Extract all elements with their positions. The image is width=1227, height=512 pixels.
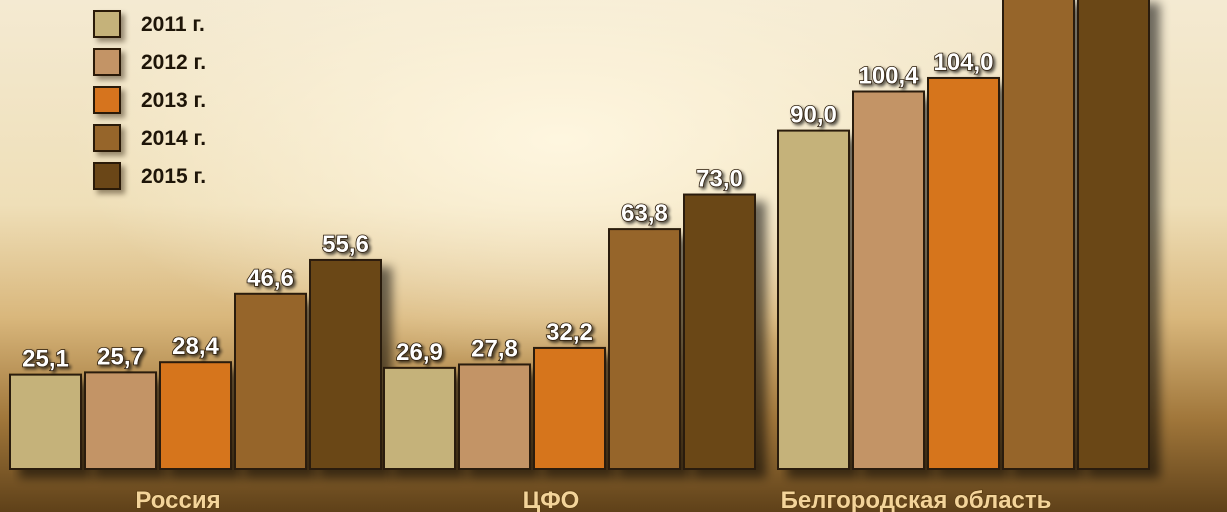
data-label: 25,7 [97, 343, 144, 370]
data-label: 27,8 [471, 335, 518, 362]
data-label: 63,8 [621, 200, 668, 227]
bar [777, 129, 850, 470]
bar [9, 373, 82, 470]
legend-swatch [93, 10, 121, 38]
bar [533, 346, 606, 471]
data-label: 46,6 [247, 265, 294, 292]
legend-swatch [93, 162, 121, 190]
bar-clipped [1002, 0, 1075, 470]
data-label: 73,0 [696, 166, 743, 193]
bar [84, 371, 157, 471]
category-label: ЦФО [523, 487, 580, 512]
bar [234, 292, 307, 470]
legend-label: 2015 г. [141, 165, 207, 188]
data-label: 55,6 [322, 231, 369, 258]
bar [852, 90, 925, 470]
data-label: 100,4 [858, 62, 919, 89]
legend-swatch [93, 124, 121, 152]
legend-label: 2013 г. [141, 89, 207, 112]
bar-clipped [1077, 0, 1150, 470]
bar [608, 228, 681, 470]
data-label: 26,9 [396, 339, 443, 366]
legend-label: 2011 г. [141, 13, 205, 36]
legend-swatch [93, 86, 121, 114]
legend-swatch [93, 48, 121, 76]
data-label: 104,0 [933, 49, 993, 76]
bar [683, 193, 756, 471]
bar [458, 363, 531, 470]
data-label: 25,1 [22, 346, 69, 373]
data-label: 90,0 [790, 102, 837, 129]
bar [159, 361, 232, 470]
category-label: Белгородская область [781, 487, 1052, 512]
category-label: Россия [135, 487, 220, 512]
bar [309, 258, 382, 470]
bar [927, 76, 1000, 471]
data-label: 28,4 [172, 333, 219, 360]
data-label: 32,2 [546, 319, 593, 346]
bar [383, 366, 456, 470]
legend-label: 2012 г. [141, 51, 207, 74]
legend-label: 2014 г. [141, 127, 207, 150]
